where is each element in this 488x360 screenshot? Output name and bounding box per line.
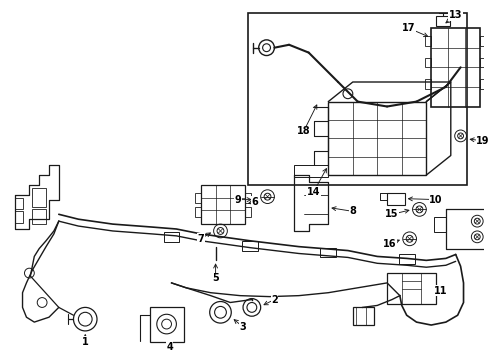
Text: 1: 1 xyxy=(81,337,88,347)
Text: 15: 15 xyxy=(385,209,398,219)
Text: 13: 13 xyxy=(448,10,462,21)
Bar xyxy=(398,255,414,264)
Bar xyxy=(479,58,485,67)
Text: 8: 8 xyxy=(348,206,355,216)
Bar xyxy=(32,188,46,207)
Text: 2: 2 xyxy=(270,294,277,305)
Bar xyxy=(401,273,421,305)
Bar xyxy=(352,307,374,325)
Text: 18: 18 xyxy=(296,126,310,136)
Text: 10: 10 xyxy=(428,195,442,204)
Bar xyxy=(320,248,335,257)
Text: 14: 14 xyxy=(306,187,320,197)
Bar xyxy=(425,36,430,46)
Text: 9: 9 xyxy=(234,195,241,204)
Bar xyxy=(425,79,430,89)
Text: 3: 3 xyxy=(239,322,246,332)
Text: 19: 19 xyxy=(475,136,488,146)
Bar xyxy=(244,207,250,217)
Bar xyxy=(32,210,46,224)
Bar xyxy=(479,36,485,46)
Bar xyxy=(435,16,449,26)
Text: 11: 11 xyxy=(433,286,447,296)
Text: 6: 6 xyxy=(251,197,258,207)
Text: 4: 4 xyxy=(166,342,173,352)
Bar xyxy=(15,198,22,210)
Bar xyxy=(163,232,179,242)
Bar xyxy=(195,207,201,217)
Bar xyxy=(244,193,250,203)
Text: 16: 16 xyxy=(383,239,396,249)
Bar xyxy=(150,307,184,342)
Text: 17: 17 xyxy=(401,23,414,33)
Bar xyxy=(386,273,435,305)
Bar xyxy=(201,185,244,224)
Bar xyxy=(433,217,445,232)
Circle shape xyxy=(342,89,352,99)
Text: 5: 5 xyxy=(212,273,219,283)
Bar xyxy=(355,307,365,325)
Bar xyxy=(386,193,404,204)
Bar xyxy=(195,193,201,203)
Bar xyxy=(479,79,485,89)
Text: 7: 7 xyxy=(197,234,204,244)
Bar xyxy=(293,165,327,177)
Bar xyxy=(15,211,22,223)
Bar xyxy=(242,241,257,251)
Bar xyxy=(425,58,430,67)
Bar xyxy=(327,102,426,175)
Bar xyxy=(430,28,479,107)
Bar xyxy=(247,13,467,185)
